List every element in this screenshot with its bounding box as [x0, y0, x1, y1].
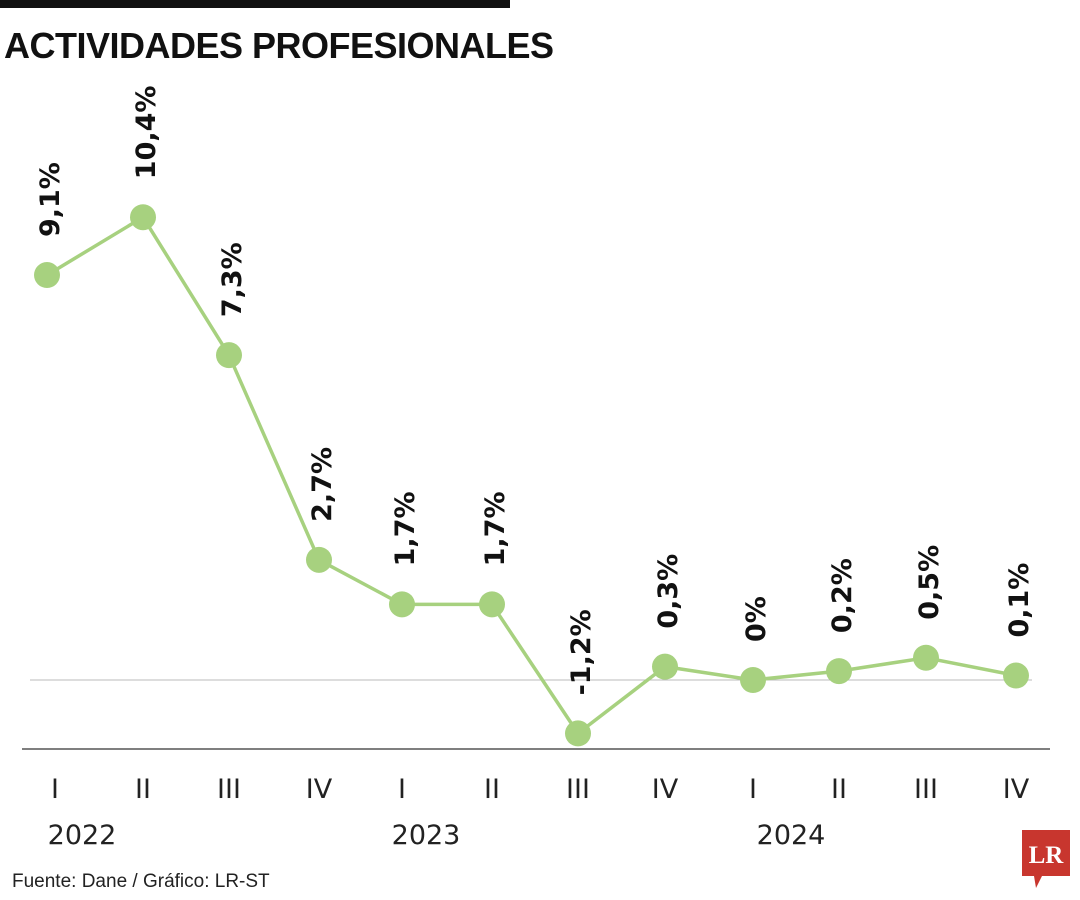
- x-tick-label: I: [51, 774, 59, 805]
- x-tick-label: IV: [652, 774, 679, 805]
- data-point: [1003, 662, 1029, 689]
- data-label: 10,4%: [131, 86, 162, 180]
- year-label: 2024: [757, 820, 826, 851]
- x-tick-label: III: [566, 774, 590, 805]
- x-tick-label: IV: [306, 774, 333, 805]
- year-label: 2023: [392, 820, 461, 851]
- data-label: -1,2%: [566, 609, 597, 695]
- data-label: 0,3%: [653, 554, 684, 629]
- data-point: [34, 262, 60, 289]
- data-label: 1,7%: [390, 491, 421, 566]
- data-point: [652, 653, 678, 680]
- svg-text:LR: LR: [1029, 842, 1065, 869]
- series-line: [46, 215, 1017, 736]
- x-tick-label: II: [484, 774, 500, 805]
- x-tick-label: IV: [1003, 774, 1030, 805]
- data-label: 2,7%: [307, 447, 338, 522]
- data-label: 9,1%: [35, 162, 66, 237]
- data-point: [306, 546, 332, 573]
- data-point: [389, 591, 415, 618]
- data-label: 0,2%: [827, 558, 858, 633]
- data-label: 0,5%: [914, 545, 945, 620]
- data-point: [740, 667, 766, 693]
- data-point: [479, 591, 505, 618]
- data-point: [826, 658, 852, 685]
- data-point: [913, 644, 939, 671]
- chart-title: ACTIVIDADES PROFESIONALES: [4, 25, 554, 66]
- x-tick-label: I: [398, 774, 406, 805]
- x-tick-label: III: [914, 774, 938, 805]
- x-tick-label: III: [217, 774, 241, 805]
- title-top-rule: [0, 0, 510, 8]
- x-tick-label: II: [831, 774, 847, 805]
- data-point: [565, 720, 591, 747]
- lr-logo-icon: LR: [1022, 830, 1070, 888]
- data-point: [130, 204, 156, 231]
- source-note: Fuente: Dane / Gráfico: LR-ST: [12, 871, 270, 892]
- data-label: 7,3%: [217, 242, 248, 317]
- data-label: 0,1%: [1004, 563, 1035, 638]
- x-tick-label: II: [135, 774, 151, 805]
- data-label: 0%: [741, 596, 772, 642]
- year-label: 2022: [48, 820, 117, 851]
- x-tick-label: I: [749, 774, 757, 805]
- data-point: [216, 342, 242, 369]
- data-label: 1,7%: [480, 491, 511, 566]
